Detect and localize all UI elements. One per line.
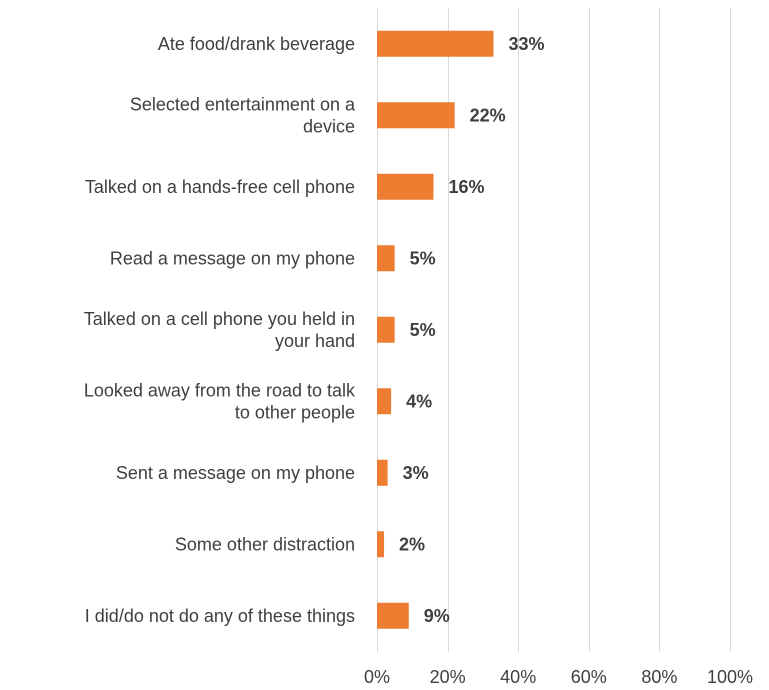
- value-labels: 33% 22% 16% 5% 5% 4% 3% 2% 9%: [399, 34, 544, 626]
- category-label: Some other distraction: [175, 534, 355, 554]
- data-label: 5%: [410, 248, 436, 268]
- category-labels: Ate food/drank beverage Selected entertai…: [84, 34, 356, 626]
- category-label: Talked on a cell phone you held in your h…: [84, 309, 355, 351]
- bar: [377, 388, 392, 415]
- bar: [377, 316, 395, 343]
- data-label: 33%: [508, 34, 544, 54]
- x-tick-label: 20%: [430, 667, 466, 687]
- x-tick-label: 100%: [707, 667, 753, 687]
- bars: [377, 30, 494, 629]
- data-label: 2%: [399, 534, 425, 554]
- data-label: 5%: [410, 320, 436, 340]
- category-label: Looked away from the road to talk to othe…: [84, 380, 356, 422]
- category-label: I did/do not do any of these things: [85, 606, 355, 626]
- category-label: Sent a message on my phone: [116, 463, 355, 483]
- x-tick-label: 60%: [571, 667, 607, 687]
- data-label: 4%: [406, 391, 432, 411]
- bar: [377, 173, 434, 200]
- data-label: 3%: [403, 463, 429, 483]
- x-tick-label: 0%: [364, 667, 390, 687]
- x-tick-label: 80%: [641, 667, 677, 687]
- bar: [377, 30, 494, 57]
- bar: [377, 531, 385, 558]
- data-label: 9%: [424, 606, 450, 626]
- bar: [377, 459, 388, 486]
- bar: [377, 102, 455, 129]
- x-tick-label: 40%: [500, 667, 536, 687]
- data-label: 16%: [448, 177, 484, 197]
- x-axis-tick-labels: 0% 20% 40% 60% 80% 100%: [364, 667, 753, 687]
- category-label: Ate food/drank beverage: [158, 34, 355, 54]
- bar: [377, 245, 395, 272]
- data-label: 22%: [470, 105, 506, 125]
- bar: [377, 602, 409, 629]
- category-label: Read a message on my phone: [110, 248, 355, 268]
- category-label: Selected entertainment on a device: [130, 94, 356, 136]
- category-label: Talked on a hands-free cell phone: [85, 177, 355, 197]
